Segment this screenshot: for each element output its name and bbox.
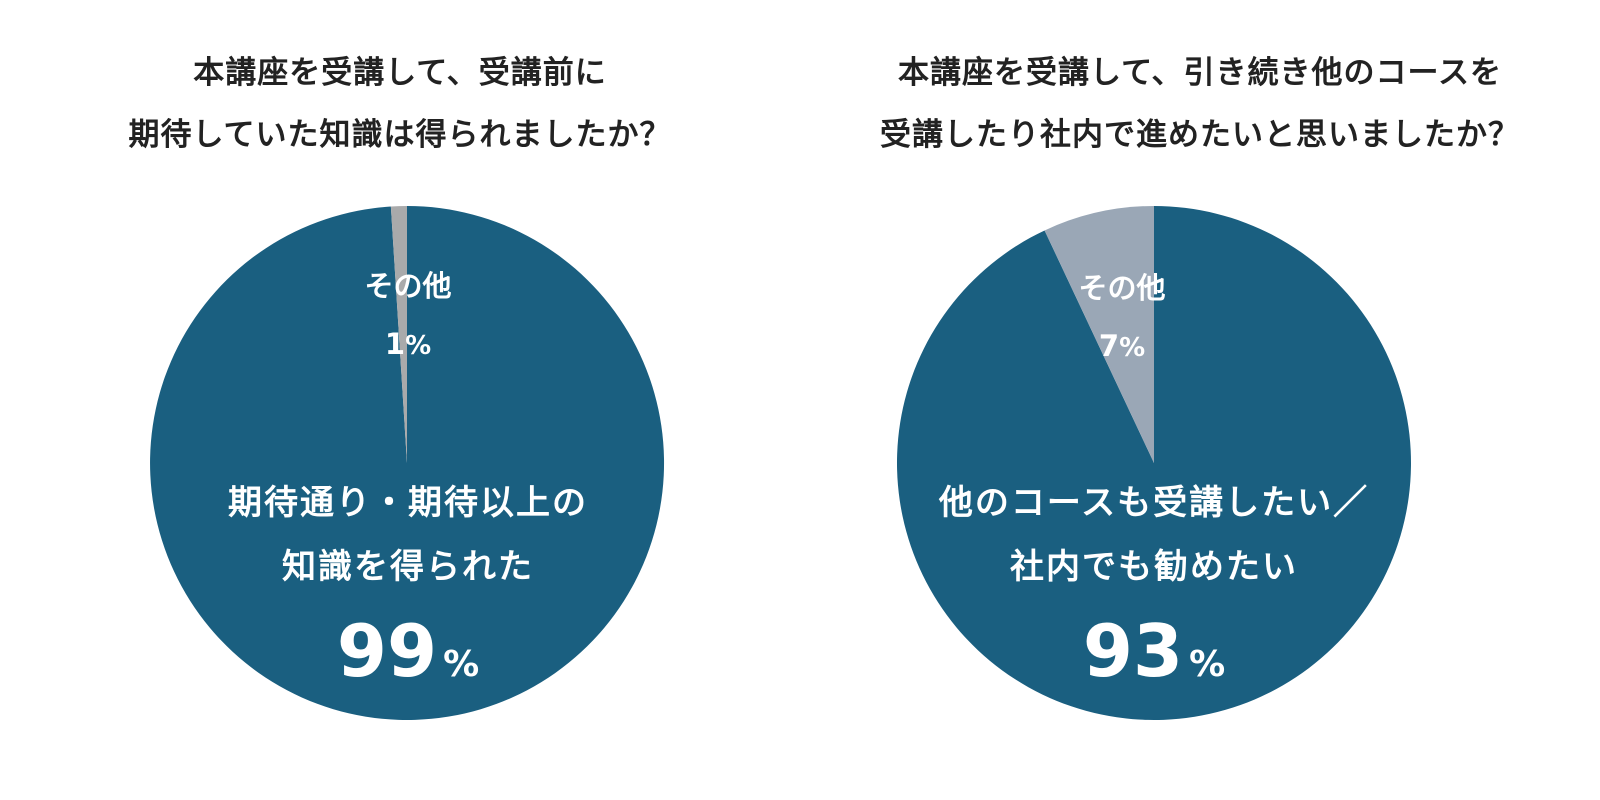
chart-title: 本講座を受講して、引き続き他のコースを 受講したり社内で進めたいと思いましたか？ bbox=[800, 42, 1600, 166]
pie-slice-other bbox=[390, 206, 407, 463]
chart-panel-left: 本講座を受講して、受講前に 期待していた知識は得られましたか？ その他 1% 期… bbox=[0, 42, 800, 720]
other-slice-value: 7% bbox=[1099, 329, 1145, 363]
chart-title: 本講座を受講して、受講前に 期待していた知識は得られましたか？ bbox=[0, 42, 800, 166]
pie-chart: その他 1% 期待通り・期待以上の 知識を得られた 99% bbox=[150, 206, 665, 720]
pie-chart: その他 7% 他のコースも受講したい／ 社内でも勧めたい 93% bbox=[896, 206, 1411, 720]
other-slice-label: その他 bbox=[364, 269, 451, 303]
main-slice-value: 99% bbox=[337, 609, 479, 693]
pie-slice-main bbox=[896, 206, 1411, 720]
main-slice-label-line-2: 知識を得られた bbox=[282, 547, 534, 587]
pie-slices bbox=[150, 206, 665, 720]
main-slice-value: 93% bbox=[1083, 609, 1225, 693]
chart-title-line-2: 期待していた知識は得られましたか？ bbox=[128, 117, 672, 153]
pie-slice-other bbox=[1044, 206, 1154, 463]
pie-slice-main bbox=[150, 206, 665, 720]
other-slice-value: 1% bbox=[385, 327, 431, 361]
main-slice-label-line-1: 他のコースも受講したい／ bbox=[938, 483, 1369, 523]
pie-slices bbox=[896, 206, 1411, 720]
chart-title-line-1: 本講座を受講して、受講前に bbox=[193, 55, 607, 91]
other-slice-label: その他 bbox=[1078, 271, 1165, 305]
chart-panel-right: 本講座を受講して、引き続き他のコースを 受講したり社内で進めたいと思いましたか？… bbox=[800, 0, 1600, 800]
chart-title-line-1: 本講座を受講して、引き続き他のコースを bbox=[898, 55, 1502, 91]
main-slice-label-line-1: 期待通り・期待以上の bbox=[228, 483, 588, 523]
chart-title-line-2: 受講したり社内で進めたいと思いましたか？ bbox=[880, 117, 1520, 153]
main-slice-label-line-2: 社内でも勧めたい bbox=[1010, 547, 1298, 587]
